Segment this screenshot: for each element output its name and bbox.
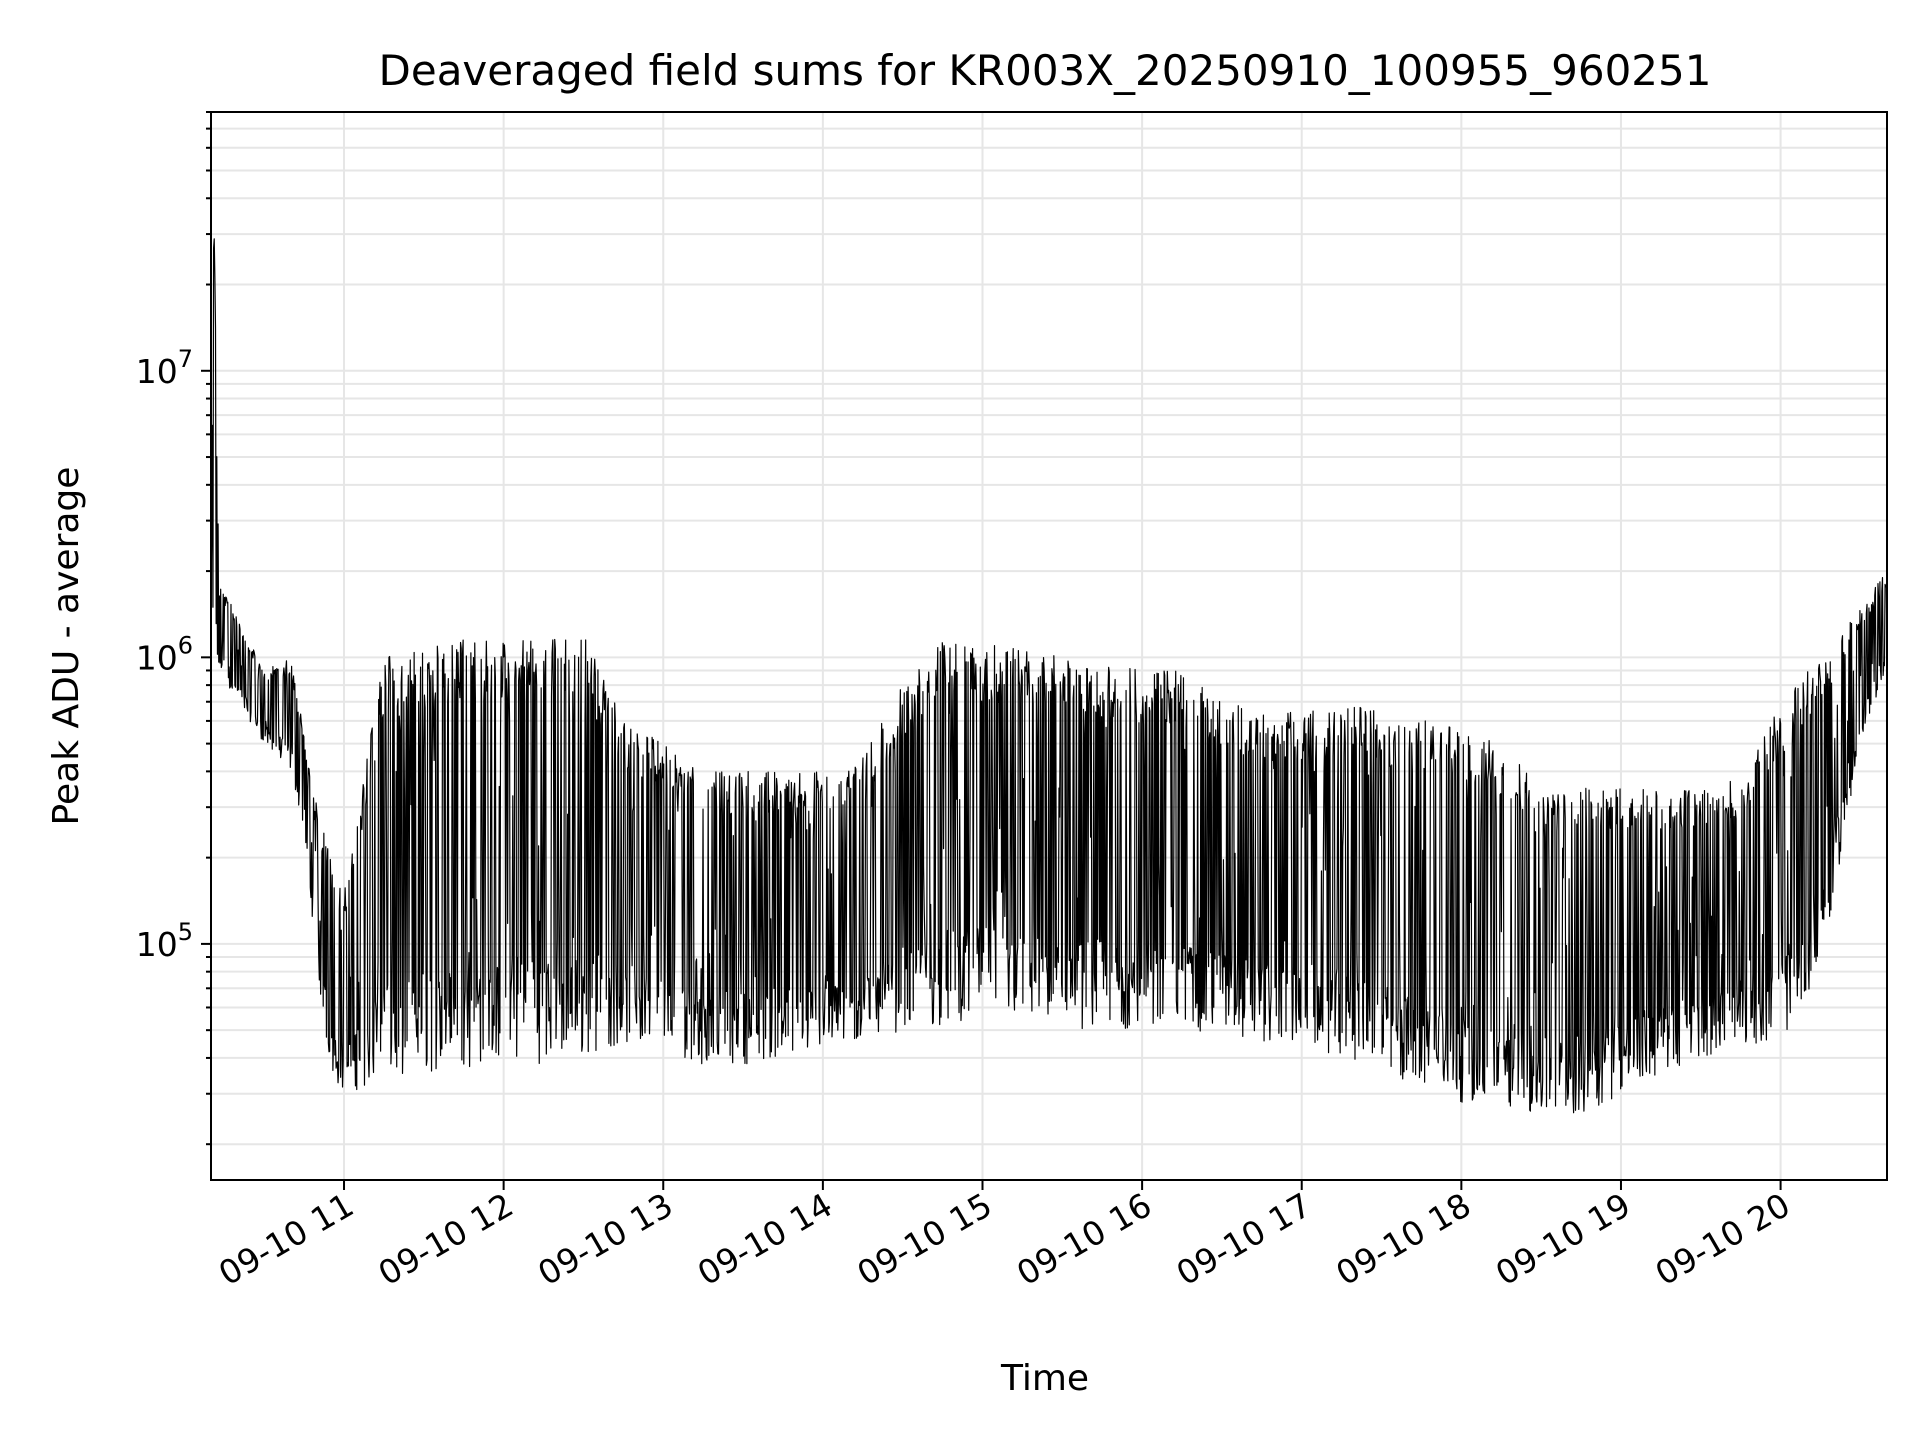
y-tick-base: 10: [136, 352, 178, 391]
series-layer: [210, 238, 1888, 1114]
y-tick-label: 106: [136, 631, 193, 677]
y-tick-exponent: 6: [178, 631, 193, 659]
x-tick-label: 09-10 20: [1649, 1185, 1797, 1293]
y-tick-base: 10: [136, 638, 178, 677]
chart-title: Deaveraged field sums for KR003X_2025091…: [379, 46, 1712, 95]
series-line: [210, 238, 1888, 1114]
x-tick-label: 09-10 16: [1010, 1185, 1158, 1293]
y-tick-base: 10: [136, 925, 178, 964]
y-tick-label: 105: [136, 918, 193, 964]
y-tick-exponent: 5: [178, 918, 193, 946]
x-tick-label: 09-10 19: [1489, 1185, 1637, 1293]
plot-frame: [210, 111, 1888, 1181]
x-ticks: 09-10 11 09-10 12 09-10 13 09-10 14 09-10 15…: [212, 1180, 1797, 1293]
y-axis-label: Peak ADU - average: [46, 467, 87, 826]
x-tick-label: 09-10 11: [212, 1185, 360, 1293]
x-tick-label: 09-10 18: [1329, 1185, 1477, 1293]
y-tick-label: 107: [136, 345, 193, 391]
y-tick-exponent: 7: [178, 345, 193, 373]
x-tick-label: 09-10 17: [1170, 1185, 1318, 1293]
x-tick-label: 09-10 14: [691, 1185, 839, 1293]
x-tick-label: 09-10 13: [531, 1185, 679, 1293]
x-axis-label: Time: [1000, 1358, 1089, 1399]
x-tick-label: 09-10 12: [372, 1185, 520, 1293]
x-tick-label: 09-10 15: [850, 1185, 998, 1293]
